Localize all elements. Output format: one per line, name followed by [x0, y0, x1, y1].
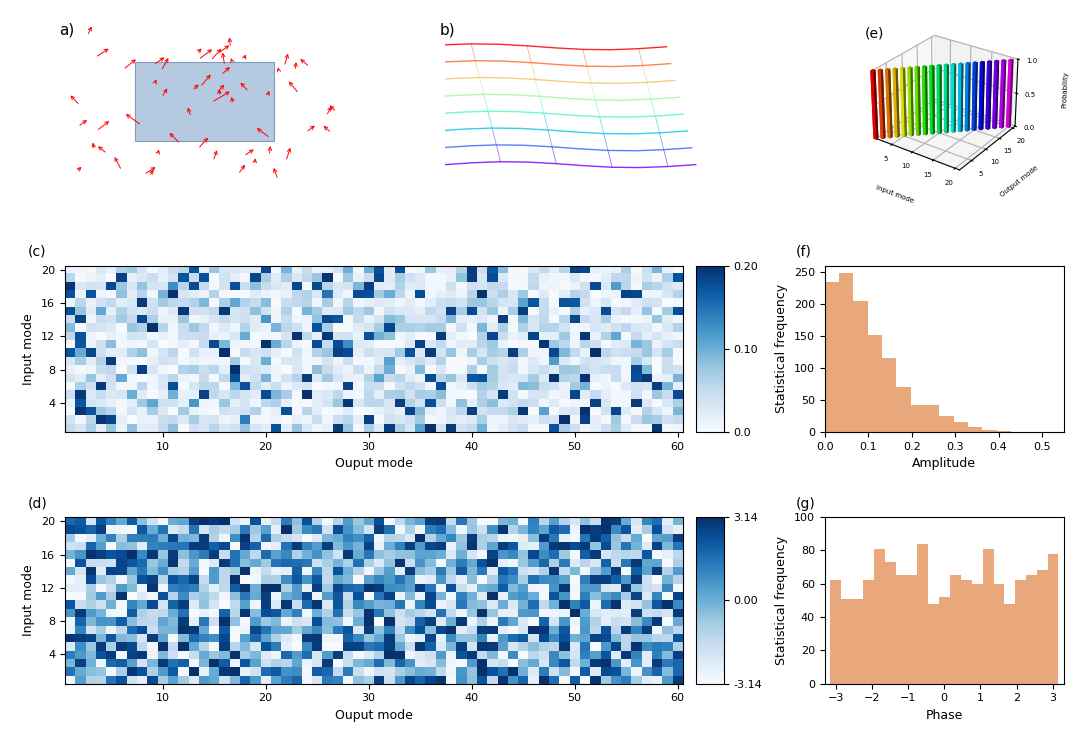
X-axis label: Ouput mode: Ouput mode — [335, 457, 413, 470]
Bar — [910, 405, 926, 432]
Bar — [926, 405, 940, 432]
Bar — [867, 334, 882, 432]
Bar — [983, 549, 994, 684]
Text: (f): (f) — [796, 245, 812, 259]
Y-axis label: Statistical frequency: Statistical frequency — [775, 284, 788, 413]
X-axis label: Input mode: Input mode — [875, 184, 915, 204]
Bar — [1015, 581, 1026, 684]
Bar — [1004, 603, 1015, 684]
Bar — [940, 597, 950, 684]
Bar — [917, 544, 929, 684]
Bar — [882, 359, 896, 432]
Bar — [968, 427, 983, 432]
Text: (c): (c) — [28, 245, 46, 259]
Bar — [1048, 553, 1058, 684]
X-axis label: Ouput mode: Ouput mode — [335, 709, 413, 722]
X-axis label: Phase: Phase — [926, 709, 963, 722]
Bar — [983, 430, 997, 432]
Text: (d): (d) — [28, 497, 48, 511]
Bar — [954, 423, 968, 432]
Bar — [994, 584, 1004, 684]
Bar — [940, 416, 954, 432]
Bar — [906, 576, 917, 684]
Y-axis label: Input mode: Input mode — [23, 313, 36, 384]
Y-axis label: Statistical frequency: Statistical frequency — [775, 536, 788, 665]
Text: a): a) — [59, 22, 75, 37]
Y-axis label: Output mode: Output mode — [999, 165, 1039, 198]
Bar — [831, 581, 841, 684]
Bar — [853, 301, 867, 432]
Bar — [896, 387, 910, 432]
Bar — [135, 62, 274, 141]
Bar — [874, 549, 885, 684]
Bar — [1037, 570, 1048, 684]
Bar — [950, 576, 961, 684]
Bar — [841, 599, 852, 684]
X-axis label: Amplitude: Amplitude — [913, 457, 976, 470]
Bar — [961, 581, 972, 684]
Bar — [972, 584, 983, 684]
Text: (e): (e) — [865, 26, 885, 41]
Bar — [839, 273, 853, 432]
Bar — [929, 603, 940, 684]
Y-axis label: Input mode: Input mode — [23, 564, 36, 637]
Text: b): b) — [440, 22, 455, 37]
Bar — [1026, 576, 1037, 684]
Bar — [885, 562, 895, 684]
Bar — [825, 282, 839, 432]
Bar — [895, 576, 906, 684]
Bar — [852, 599, 863, 684]
Bar — [863, 581, 874, 684]
Text: (g): (g) — [796, 497, 815, 511]
